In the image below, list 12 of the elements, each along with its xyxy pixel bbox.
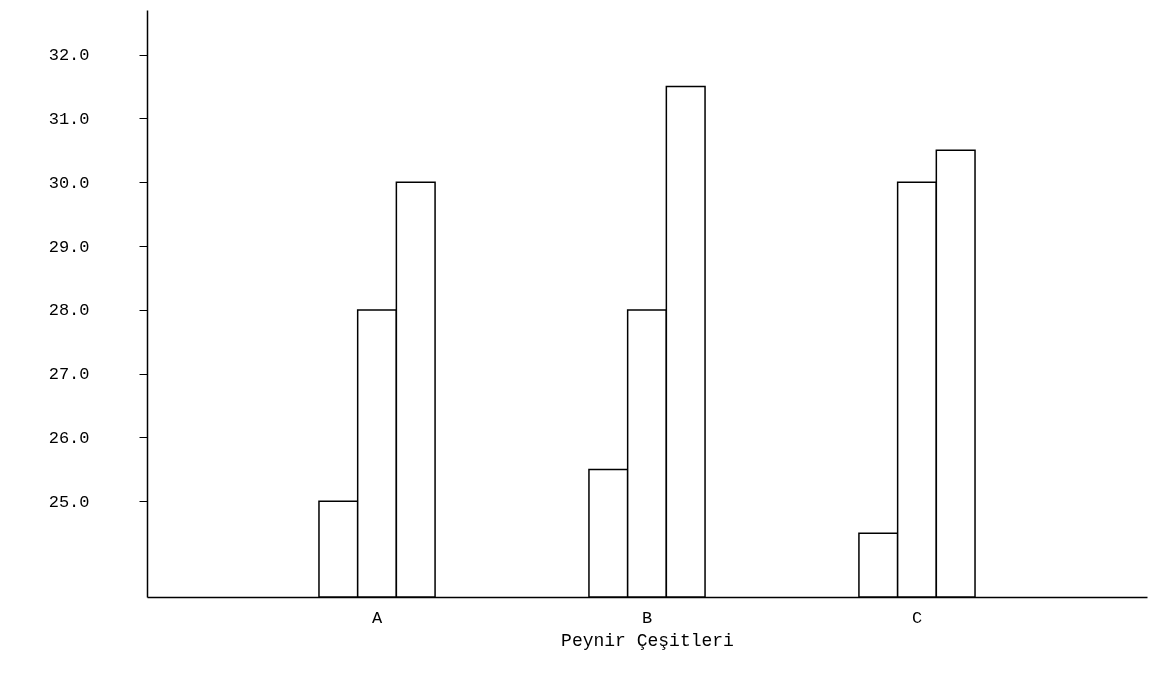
y-tick-label: 31.0 xyxy=(48,109,90,129)
y-tick-label: 29.0 xyxy=(48,237,90,257)
y-tick-label: 32.0 xyxy=(48,46,90,66)
y-tick-label: 25.0 xyxy=(48,492,90,512)
x-tick-label: B xyxy=(641,608,653,628)
y-tick-label: 26.0 xyxy=(48,428,90,448)
x-tick-label: A xyxy=(371,608,383,628)
y-tick-label: 28.0 xyxy=(48,301,90,321)
y-tick-label: 27.0 xyxy=(48,365,90,385)
x-tick-label: C xyxy=(911,608,923,628)
y-tick-label: 30.0 xyxy=(48,173,90,193)
x-axis-title: Peynir Çeşitleri xyxy=(561,630,734,651)
